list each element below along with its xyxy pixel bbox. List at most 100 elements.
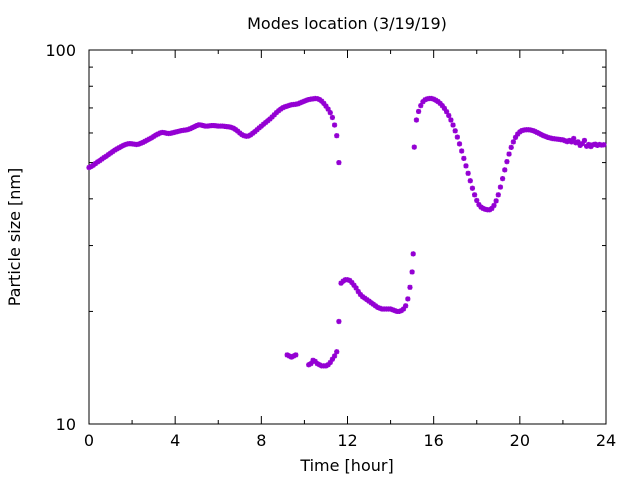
data-point — [323, 103, 329, 109]
data-point — [435, 98, 441, 105]
data-point — [254, 127, 260, 133]
data-point — [601, 142, 607, 148]
data-point — [351, 282, 357, 288]
data-point — [500, 176, 506, 182]
data-point — [418, 103, 424, 109]
data-point — [400, 306, 407, 312]
data-point — [329, 356, 336, 362]
data-point — [409, 269, 415, 275]
data-point — [461, 155, 467, 162]
data-point — [415, 108, 422, 115]
y-tick-label: 10 — [56, 415, 76, 434]
data-point — [403, 303, 409, 309]
data-point — [437, 100, 443, 106]
data-point — [338, 280, 344, 286]
data-point — [295, 101, 301, 107]
data-point — [506, 151, 512, 157]
data-point — [489, 205, 495, 212]
data-point — [260, 121, 267, 127]
data-point — [540, 133, 547, 139]
data-point — [493, 198, 499, 204]
data-point — [510, 139, 516, 145]
data-point — [405, 296, 411, 302]
data-point — [120, 142, 127, 148]
data-point — [502, 167, 508, 173]
data-point — [325, 106, 331, 112]
data-point — [336, 318, 342, 325]
data-point — [594, 142, 600, 148]
x-axis-label: Time [hour] — [299, 456, 393, 475]
data-point — [413, 117, 420, 123]
data-point — [469, 185, 476, 191]
data-point — [581, 137, 588, 144]
data-point — [530, 127, 536, 134]
data-point — [267, 116, 273, 122]
chart-title: Modes location (3/19/19) — [247, 14, 447, 33]
data-point — [334, 349, 340, 355]
data-point — [411, 144, 417, 150]
data-point — [265, 118, 271, 124]
data-point — [562, 138, 568, 144]
plot-frame — [88, 49, 607, 425]
x-tick-label: 20 — [510, 431, 530, 450]
data-point — [86, 164, 92, 171]
data-point — [331, 122, 338, 128]
data-point — [138, 140, 144, 146]
data-point — [463, 163, 469, 169]
data-point — [319, 98, 325, 104]
data-points — [86, 95, 607, 369]
data-point — [560, 137, 566, 143]
data-point — [452, 128, 458, 134]
data-point — [450, 122, 456, 128]
data-point — [454, 134, 460, 140]
data-point — [355, 288, 361, 295]
y-axis-label: Particle size [nm] — [5, 168, 24, 307]
data-point — [476, 202, 482, 208]
data-point — [474, 197, 480, 204]
data-point — [256, 125, 262, 131]
data-point — [293, 352, 299, 358]
data-point — [439, 103, 445, 109]
data-point — [387, 306, 394, 312]
data-point — [334, 133, 340, 139]
y-tick-label: 100 — [45, 41, 76, 60]
data-point — [273, 110, 280, 116]
data-point — [297, 100, 303, 106]
x-tick-label: 8 — [256, 431, 266, 450]
data-point — [422, 97, 428, 103]
data-point — [441, 105, 448, 111]
data-point — [390, 307, 396, 313]
x-tick-label: 4 — [170, 431, 180, 450]
data-point — [568, 139, 575, 145]
data-point — [588, 143, 594, 150]
data-point — [443, 109, 450, 115]
data-point — [327, 359, 333, 366]
data-point — [235, 128, 241, 134]
data-point — [543, 133, 549, 140]
data-point — [263, 119, 269, 126]
data-point — [467, 178, 473, 184]
data-point — [331, 353, 338, 359]
data-point — [258, 123, 264, 129]
axis-ticks: 0 4 8 12 16 20 24 10 100 — [45, 41, 616, 450]
data-point — [269, 114, 275, 120]
data-point — [280, 105, 286, 111]
x-tick-label: 0 — [84, 431, 94, 450]
data-point — [271, 112, 277, 118]
x-tick-label: 12 — [337, 431, 357, 450]
data-point — [491, 202, 497, 209]
data-point — [573, 140, 579, 146]
data-point — [579, 140, 585, 147]
data-point — [407, 284, 413, 290]
data-point — [314, 96, 320, 102]
data-point — [252, 129, 258, 135]
data-point — [512, 134, 519, 140]
x-tick-label: 24 — [596, 431, 616, 450]
data-point — [465, 170, 471, 176]
data-point — [135, 141, 142, 147]
data-point — [321, 100, 327, 106]
data-point — [392, 308, 398, 314]
data-point — [446, 112, 452, 119]
data-point — [410, 251, 416, 257]
